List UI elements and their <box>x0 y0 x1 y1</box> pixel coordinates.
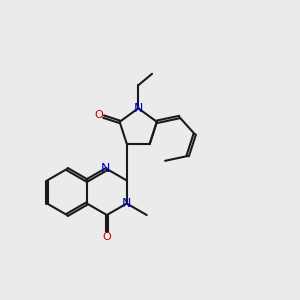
Text: O: O <box>94 110 103 120</box>
Text: N: N <box>101 163 110 176</box>
Text: O: O <box>103 232 111 242</box>
Text: N: N <box>122 197 131 210</box>
Text: N: N <box>134 102 143 115</box>
